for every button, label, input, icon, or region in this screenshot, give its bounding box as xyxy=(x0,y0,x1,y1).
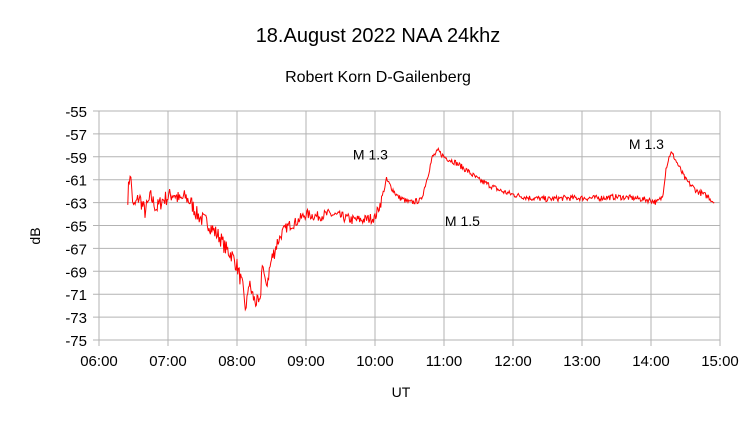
grid xyxy=(93,110,721,346)
x-tick-label: 06:00 xyxy=(80,353,118,370)
annotation-label: M 1.3 xyxy=(353,147,388,163)
y-tick-label: -69 xyxy=(65,264,87,281)
y-tick-label: -73 xyxy=(65,310,87,327)
y-tick-label: -55 xyxy=(65,104,87,121)
y-tick-label: -63 xyxy=(65,196,87,213)
x-tick-label: 12:00 xyxy=(494,353,532,370)
x-tick-label: 09:00 xyxy=(287,353,325,370)
chart-subtitle: Robert Korn D-Gailenberg xyxy=(285,69,471,86)
annotation-label: M 1.5 xyxy=(445,213,480,229)
y-tick-label: -57 xyxy=(65,127,87,144)
y-tick-label: -65 xyxy=(65,219,87,236)
annotations: M 1.3 M 1.5 M 1.3 xyxy=(353,136,664,229)
x-tick-label: 08:00 xyxy=(218,353,256,370)
chart-title: 18.August 2022 NAA 24khz xyxy=(256,25,501,47)
y-tick-label: -71 xyxy=(65,287,87,304)
x-axis-ticks: 06:00 07:00 08:00 09:00 10:00 11:00 12:00 13:00… xyxy=(80,353,739,370)
x-tick-label: 15:00 xyxy=(701,353,739,370)
x-tick-label: 14:00 xyxy=(632,353,670,370)
y-tick-label: -59 xyxy=(65,150,87,167)
x-tick-label: 07:00 xyxy=(149,353,187,370)
annotation-label: M 1.3 xyxy=(629,136,664,152)
series-line xyxy=(127,147,715,312)
x-tick-label: 13:00 xyxy=(563,353,601,370)
x-tick-label: 10:00 xyxy=(356,353,394,370)
y-tick-label: -67 xyxy=(65,241,87,258)
y-axis-ticks: -55 -57 -59 -61 -63 -65 -67 -69 -71 -73 -75 xyxy=(65,104,87,350)
y-tick-label: -75 xyxy=(65,333,87,350)
x-axis-label: UT xyxy=(392,384,411,400)
y-axis-label: dB xyxy=(27,227,43,244)
y-tick-label: -61 xyxy=(65,173,87,190)
x-tick-label: 11:00 xyxy=(426,353,462,370)
